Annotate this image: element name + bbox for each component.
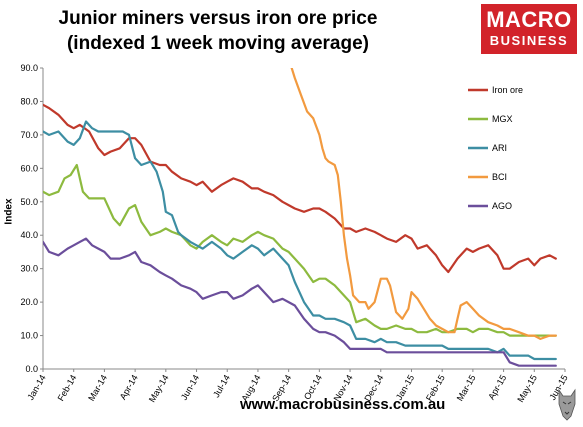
legend-label-bci: BCI — [492, 172, 507, 182]
y-tick-label: 30.0 — [20, 264, 38, 274]
x-tick-label: Mar-15 — [455, 373, 478, 403]
footer-url: www.macrobusiness.com.au — [240, 396, 446, 413]
y-axis-label: Index — [3, 198, 15, 225]
y-tick-label: 40.0 — [20, 230, 38, 240]
series-line-iron-ore — [43, 103, 557, 274]
x-tick-label: Jun-14 — [179, 373, 201, 402]
title-line-1: Junior miners versus iron ore price — [58, 8, 378, 29]
title-line-2: (indexed 1 week moving average) — [66, 33, 369, 54]
x-tick-label: Apr-15 — [486, 373, 508, 401]
legend-label-ari: ARI — [492, 143, 507, 153]
y-tick-label: 60.0 — [20, 163, 38, 173]
x-tick-label: Mar-14 — [86, 373, 109, 403]
x-tick-label: May-14 — [147, 373, 171, 404]
legend-label-ago: AGO — [492, 201, 512, 211]
y-tick-label: 90.0 — [20, 63, 38, 73]
series-line-ari — [43, 120, 557, 361]
y-tick-label: 0.0 — [25, 364, 38, 374]
legend-label-mgx: MGX — [492, 114, 513, 124]
series-line-ago — [43, 237, 557, 367]
x-tick-label: May-15 — [515, 373, 539, 404]
logo-line-2: BUSINESS — [489, 33, 569, 48]
chart-title: Junior miners versus iron ore price (ind… — [8, 6, 428, 56]
series-line-bci — [290, 68, 557, 340]
plot-area — [43, 68, 557, 367]
y-tick-label: 10.0 — [20, 331, 38, 341]
x-tick-label: Jul-14 — [211, 373, 232, 399]
x-tick-label: Apr-14 — [118, 373, 140, 401]
y-tick-label: 50.0 — [20, 197, 38, 207]
y-tick-label: 20.0 — [20, 297, 38, 307]
y-tick-label: 70.0 — [20, 130, 38, 140]
x-tick-label: Jan-14 — [25, 373, 47, 402]
wolf-mascot-icon — [558, 388, 576, 421]
legend-label-iron-ore: Iron ore — [492, 85, 523, 95]
x-tick-label: Feb-14 — [56, 373, 79, 403]
macrobusiness-logo: MACRO BUSINESS — [481, 4, 577, 54]
y-tick-label: 80.0 — [20, 96, 38, 106]
logo-line-1: MACRO — [486, 7, 572, 32]
series-line-mgx — [43, 163, 557, 337]
